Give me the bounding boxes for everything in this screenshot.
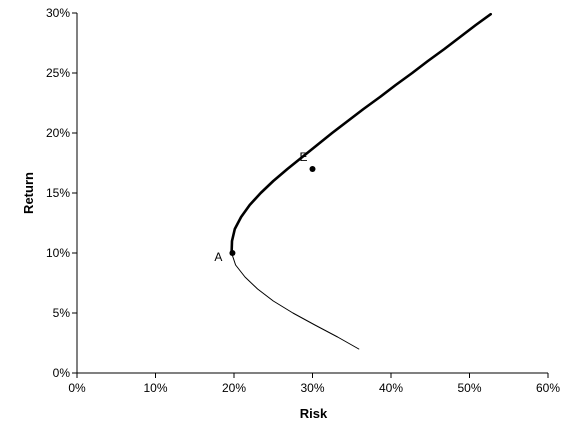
y-axis-title: Return <box>21 172 36 214</box>
y-tick-label: 15% <box>46 186 70 200</box>
series-line-1 <box>231 252 360 350</box>
x-tick-label: 50% <box>457 381 481 395</box>
y-tick-label: 25% <box>46 66 70 80</box>
x-tick-label: 10% <box>143 381 167 395</box>
x-tick-label: 0% <box>68 381 86 395</box>
series-line-0 <box>230 12 493 255</box>
x-tick-label: 60% <box>536 381 560 395</box>
x-tick-label: 20% <box>222 381 246 395</box>
y-tick-label: 5% <box>53 306 71 320</box>
y-tick-label: 0% <box>53 366 71 380</box>
point-e <box>309 166 316 172</box>
points-layer: AE <box>214 150 316 264</box>
series-layer <box>230 12 493 350</box>
x-axis-title: Risk <box>300 406 328 421</box>
y-tick-label: 10% <box>46 246 70 260</box>
x-tick-label: 40% <box>379 381 403 395</box>
axes: 0% 5% 10% 15% 20% 25% 30% 0% 10% 20% 30% 40% 50% 60% <box>46 6 560 395</box>
x-tick-label: 30% <box>300 381 324 395</box>
y-tick-label: 20% <box>46 126 70 140</box>
point-label-a: A <box>214 250 222 264</box>
point-a <box>229 250 236 256</box>
point-label-e: E <box>300 150 308 164</box>
y-tick-label: 30% <box>46 6 70 20</box>
